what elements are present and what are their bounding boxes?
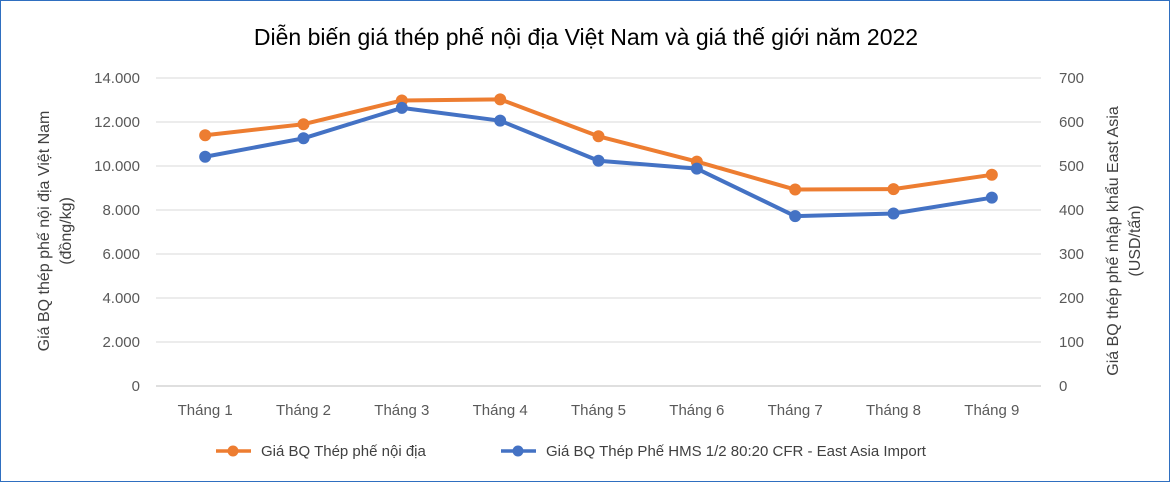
series-line [204,97,993,192]
right-tick-label: 200 [1059,290,1084,307]
data-point [592,130,605,143]
series-lines [199,93,998,223]
left-tick-label: 2.000 [102,334,140,351]
data-point [887,183,900,196]
right-tick-label: 500 [1059,158,1084,175]
series-domestic [199,93,998,196]
data-point [985,168,998,181]
x-tick-label: Tháng 7 [768,402,823,419]
x-axis-ticks: Tháng 1 Tháng 2 Tháng 3 Tháng 4 Tháng 5 Tháng… [178,402,1020,419]
x-tick-label: Tháng 2 [276,402,331,419]
left-tick-label: 10.000 [94,158,140,175]
series-import [199,101,998,223]
data-point [199,129,212,142]
legend: Giá BQ Thép phế nội địa Giá BQ Thép Phế … [216,443,927,460]
data-point [887,207,900,220]
chart-title: Diễn biến giá thép phế nội địa Việt Nam … [254,24,918,50]
x-tick-label: Tháng 9 [964,402,1019,419]
legend-marker-import [512,445,524,457]
left-tick-label: 0 [132,378,140,395]
x-tick-label: Tháng 5 [571,402,626,419]
right-tick-label: 600 [1059,114,1084,131]
x-tick-label: Tháng 1 [178,402,233,419]
left-axis-ticks: 0 2.000 4.000 6.000 8.000 10.000 12.000 14.000 [94,70,140,395]
data-point [985,191,998,204]
left-tick-label: 8.000 [102,202,140,219]
x-tick-label: Tháng 6 [669,402,724,419]
right-tick-label: 0 [1059,378,1067,395]
legend-label-import: Giá BQ Thép Phế HMS 1/2 80:20 CFR - East… [546,443,927,460]
data-point [494,114,507,127]
data-point [789,183,802,196]
legend-item-import: Giá BQ Thép Phế HMS 1/2 80:20 CFR - East… [501,443,927,460]
data-point [297,132,310,145]
right-axis-title-line1: Giá BQ thép phế nhập khẩu East Asia [1104,106,1122,376]
left-tick-label: 4.000 [102,290,140,307]
data-point [494,93,507,106]
x-tick-label: Tháng 4 [473,402,528,419]
data-point [690,162,703,175]
left-tick-label: 12.000 [94,114,140,131]
right-tick-label: 700 [1059,70,1084,87]
x-tick-label: Tháng 3 [374,402,429,419]
left-axis-title-line1: Giá BQ thép phế nội địa Việt Nam [36,111,53,352]
data-point [789,210,802,223]
legend-label-domestic: Giá BQ Thép phế nội địa [261,443,426,460]
left-axis-title-line2: (đồng/kg) [58,197,75,265]
right-axis-title-line2: (USD/tấn) [1127,205,1144,276]
data-point [199,150,212,163]
left-tick-label: 6.000 [102,246,140,263]
right-tick-label: 400 [1059,202,1084,219]
data-point [592,154,605,167]
legend-marker-domestic [227,445,239,457]
right-tick-label: 100 [1059,334,1084,351]
data-point [395,101,408,114]
left-tick-label: 14.000 [94,70,140,87]
right-axis-ticks: 0 100 200 300 400 500 600 700 [1059,70,1084,395]
legend-item-domestic: Giá BQ Thép phế nội địa [216,443,426,460]
right-tick-label: 300 [1059,246,1084,263]
x-tick-label: Tháng 8 [866,402,921,419]
data-point [297,118,310,131]
